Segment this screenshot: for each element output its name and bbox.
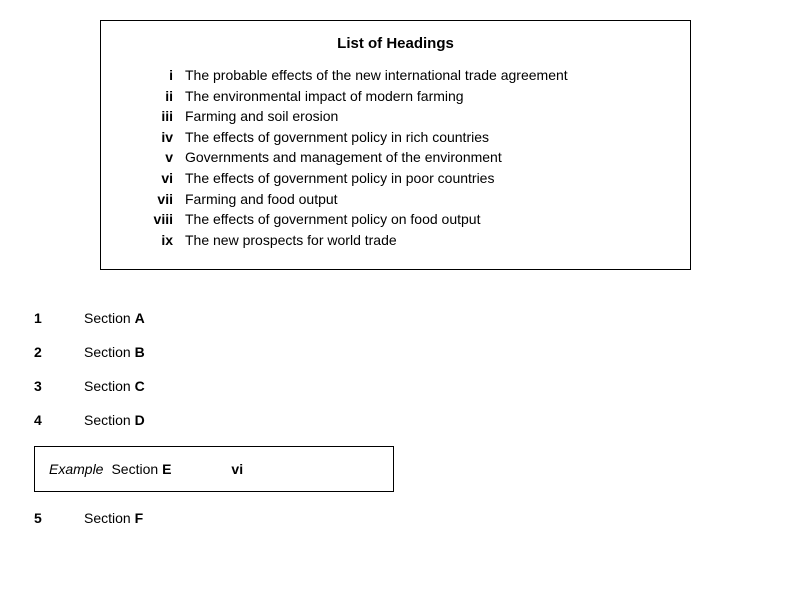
question-row: 3 Section C [34,378,761,394]
heading-row: viii The effects of government policy on… [141,210,670,230]
heading-text: Farming and soil erosion [185,107,670,127]
question-number: 4 [34,412,84,428]
question-row: 4 Section D [34,412,761,428]
question-number: 5 [34,510,84,526]
heading-row: vii Farming and food output [141,190,670,210]
headings-list: i The probable effects of the new intern… [121,66,670,250]
question-number: 1 [34,310,84,326]
heading-roman: ii [141,87,173,107]
question-label: Section A [84,310,145,326]
headings-box: List of Headings i The probable effects … [100,20,691,270]
question-number: 2 [34,344,84,360]
question-row: 2 Section B [34,344,761,360]
question-label: Section D [84,412,145,428]
heading-row: ii The environmental impact of modern fa… [141,87,670,107]
example-box: Example Section E vi [34,446,394,492]
heading-text: The environmental impact of modern farmi… [185,87,670,107]
heading-roman: vi [141,169,173,189]
heading-row: iv The effects of government policy in r… [141,128,670,148]
heading-row: i The probable effects of the new intern… [141,66,670,86]
question-number: 3 [34,378,84,394]
question-label: Section C [84,378,145,394]
heading-roman: ix [141,231,173,251]
heading-text: Governments and management of the enviro… [185,148,670,168]
heading-text: The effects of government policy in rich… [185,128,670,148]
heading-roman: viii [141,210,173,230]
heading-text: Farming and food output [185,190,670,210]
heading-roman: i [141,66,173,86]
heading-text: The probable effects of the new internat… [185,66,670,86]
heading-row: iii Farming and soil erosion [141,107,670,127]
heading-text: The new prospects for world trade [185,231,670,251]
heading-row: ix The new prospects for world trade [141,231,670,251]
heading-roman: vii [141,190,173,210]
question-row: 1 Section A [34,310,761,326]
heading-roman: v [141,148,173,168]
headings-title: List of Headings [121,35,670,52]
heading-text: The effects of government policy in poor… [185,169,670,189]
question-label: Section B [84,344,145,360]
heading-roman: iv [141,128,173,148]
heading-row: vi The effects of government policy in p… [141,169,670,189]
heading-row: v Governments and management of the envi… [141,148,670,168]
example-label: Example [49,461,103,477]
heading-text: The effects of government policy on food… [185,210,670,230]
question-label: Section F [84,510,143,526]
heading-roman: iii [141,107,173,127]
example-section: Section E [111,461,171,477]
questions-list: 1 Section A 2 Section B 3 Section C 4 Se… [34,310,761,526]
example-answer: vi [231,461,243,477]
question-row: 5 Section F [34,510,761,526]
